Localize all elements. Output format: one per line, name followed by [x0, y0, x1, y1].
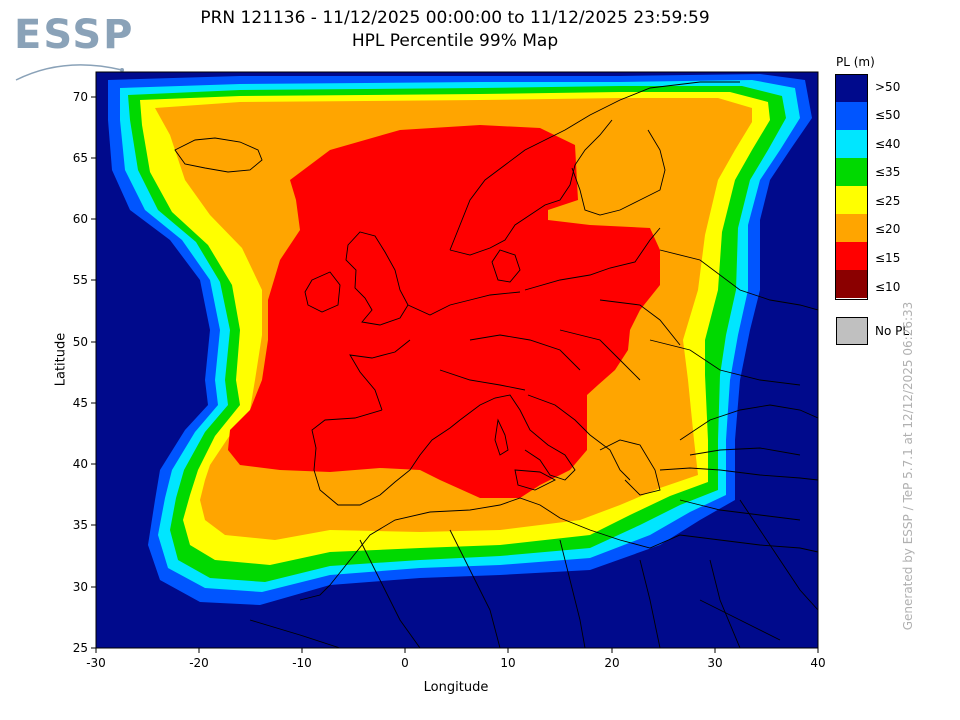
legend-swatch — [836, 158, 868, 186]
x-tick-label: 10 — [500, 656, 516, 670]
legend-label: ≤50 — [875, 108, 901, 122]
y-tick-label: 25 — [72, 641, 88, 655]
x-tick-label: -20 — [189, 656, 209, 670]
legend-swatch — [836, 74, 868, 102]
x-tick-label: 30 — [707, 656, 723, 670]
x-tick-label: -10 — [292, 656, 312, 670]
legend-label: ≤40 — [875, 137, 901, 151]
y-tick-label: 65 — [72, 151, 88, 165]
essp-logo: ESSP — [14, 12, 135, 81]
y-tick-label: 45 — [72, 396, 88, 410]
y-tick-label: 30 — [72, 580, 88, 594]
legend-swatch — [836, 102, 868, 130]
map-title-line-2: HPL Percentile 99% Map — [351, 31, 559, 51]
y-tick-label: 50 — [72, 335, 88, 349]
legend-title: PL (m) — [836, 55, 875, 69]
plot-frame — [95, 71, 819, 649]
x-tick-label: -30 — [86, 656, 106, 670]
legend-label: ≤25 — [875, 194, 901, 208]
axis-ticks — [91, 96, 819, 653]
x-axis-label: Longitude — [423, 680, 489, 695]
logo-text: ESSP — [14, 12, 135, 58]
legend-swatch — [836, 270, 868, 298]
y-tick-label: 55 — [72, 273, 88, 287]
x-tick-label: 0 — [401, 656, 409, 670]
legend-swatch — [836, 130, 868, 158]
zone-red — [228, 125, 660, 498]
legend-label: ≤15 — [875, 251, 901, 265]
coastlines — [174, 81, 818, 648]
generated-by-credit: Generated by ESSP / TeP 5.7.1 at 12/12/2… — [901, 301, 915, 631]
y-axis-label: Latitude — [53, 332, 69, 387]
y-tick-label: 70 — [72, 90, 88, 104]
x-tick-label: 40 — [810, 656, 826, 670]
y-tick-label: 40 — [72, 457, 88, 471]
legend-label: ≤10 — [875, 280, 901, 294]
legend-label-no-pl: No PL — [875, 324, 910, 338]
legend-label: ≤35 — [875, 165, 901, 179]
legend-swatch — [836, 242, 868, 270]
legend-label: >50 — [875, 80, 901, 94]
x-tick-label: 20 — [604, 656, 620, 670]
logo-swoosh-icon — [15, 64, 124, 81]
legend-swatch — [836, 186, 868, 214]
map-title-line-1: PRN 121136 - 11/12/2025 00:00:00 to 11/1… — [200, 8, 710, 28]
legend-swatch — [836, 214, 868, 242]
legend-swatch-no-pl — [836, 317, 868, 345]
legend-label: ≤20 — [875, 222, 901, 236]
y-tick-label: 60 — [72, 212, 88, 226]
y-tick-label: 35 — [72, 518, 88, 532]
